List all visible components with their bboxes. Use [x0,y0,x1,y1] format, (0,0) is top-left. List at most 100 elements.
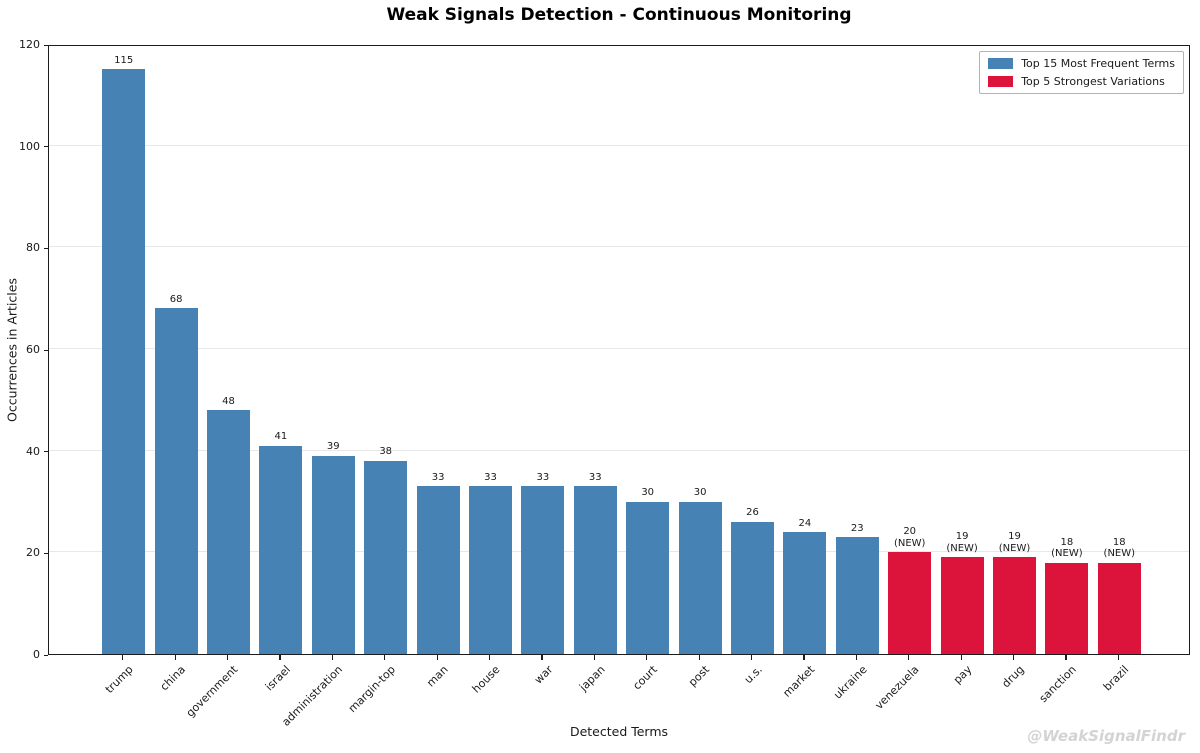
bar-label-court: 30 [608,487,688,499]
bar-label-drug: 19 (NEW) [975,531,1055,554]
bar-label-war: 33 [503,472,583,484]
x-tick-mark [227,655,229,660]
y-tick-mark [44,654,48,656]
bar-value: 30 [693,487,707,498]
x-tick-mark [541,655,543,660]
legend-label: Top 5 Strongest Variations [1021,75,1165,88]
x-tick-mark [751,655,753,660]
bar-value: 19 [1008,531,1021,543]
bar-value: 39 [326,441,340,453]
bar-brazil [1097,562,1141,654]
bar-value: 18 [1060,536,1074,548]
bar-annotation: (NEW) [998,542,1031,554]
x-tick-mark [1065,655,1067,660]
x-tick-mark [436,655,438,660]
y-tick-mark [44,247,48,250]
bar-value: 41 [274,431,288,443]
bar-label-administration: 39 [293,441,373,453]
bar-label-margin-top: 38 [346,446,426,458]
bar-annotation: (NEW) [1051,548,1083,559]
legend: Top 15 Most Frequent Terms Top 5 Stronges… [979,51,1184,94]
x-tick-mark [646,655,648,660]
bar-sanction [1045,562,1089,654]
y-tick-label: 100 [19,139,40,153]
y-tick-label: 60 [26,343,40,356]
bar-label-government: 48 [189,396,269,408]
bar-label-post: 30 [660,487,740,499]
bar-china [154,308,198,654]
bar-drug [993,557,1036,654]
x-tick-label-man: man [423,663,451,690]
bar-value: 33 [431,471,445,483]
bar-house [469,486,512,654]
x-tick-mark [908,655,910,660]
bar-war [521,486,565,654]
x-tick-label-market: market [780,663,818,700]
bar-value: 24 [798,517,812,529]
bar-label-man: 33 [398,472,478,484]
x-tick-label-pay: pay [950,663,975,687]
y-tick-label: 0 [33,648,40,661]
x-tick-mark [855,655,857,660]
x-tick-mark [489,655,491,660]
bar-post [678,501,722,654]
y-tick-mark [44,552,48,555]
x-tick-label-japan: japan [576,663,608,694]
y-tick-mark [44,349,48,351]
gridline [49,348,1189,349]
bar-value: 48 [222,395,235,407]
y-tick-label: 80 [26,241,40,255]
bar-value: 38 [379,446,393,458]
x-tick-mark [960,655,962,660]
bar-label-brazil: 18 (NEW) [1079,537,1159,560]
legend-color-swatch [988,58,1014,69]
x-tick-mark [174,655,176,660]
bar-value: 115 [114,54,134,66]
legend-item: Top 5 Strongest Variations [988,75,1175,88]
gridline [49,246,1189,248]
x-tick-label-war: war [531,663,556,687]
bar-administration [311,455,355,654]
x-axis-label: Detected Terms [569,724,669,739]
x-tick-mark [279,655,281,660]
bar-annotation: (NEW) [893,537,926,549]
legend-item: Top 15 Most Frequent Terms [988,57,1175,70]
bar-value: 30 [641,487,655,498]
bar-label-japan: 33 [555,472,635,484]
plot-area: Top 15 Most Frequent Terms Top 5 Stronges… [48,45,1190,655]
bar-label-ukraine: 23 [817,523,897,535]
bar-value: 19 [955,531,969,543]
bar-u.s. [731,521,774,654]
y-tick-label: 120 [19,38,40,51]
gridline [49,449,1189,451]
bar-label-u.s.: 26 [713,507,793,519]
x-tick-label-court: court [630,663,660,693]
x-tick-label-israel: israel [262,663,294,694]
bar-venezuela [888,552,932,654]
bar-market [783,532,827,654]
x-tick-label-venezuela: venezuela [872,663,922,713]
x-tick-label-china: china [158,663,189,694]
bar-value: 18 [1112,536,1126,548]
bar-value: 26 [746,507,759,519]
x-tick-mark [122,655,124,660]
bar-value: 33 [536,471,550,483]
bar-label-israel: 41 [241,431,321,443]
bar-label-pay: 19 (NEW) [922,531,1002,554]
x-tick-label-government: government [184,663,241,720]
bar-ukraine [835,537,879,654]
bar-label-sanction: 18 (NEW) [1027,537,1107,560]
x-tick-label-drug: drug [999,663,1027,691]
y-tick-mark [44,451,48,453]
x-tick-mark [1013,655,1015,660]
bar-value: 33 [588,471,602,483]
gridline [49,144,1189,146]
bar-value: 20 [903,526,917,538]
y-tick-mark [44,44,48,46]
bar-value: 23 [850,522,864,534]
chart-title: Weak Signals Detection - Continuous Moni… [386,5,852,25]
bar-label-china: 68 [136,294,216,306]
watermark: @WeakSignalFindr [1027,727,1185,745]
y-tick-label: 20 [26,546,40,560]
